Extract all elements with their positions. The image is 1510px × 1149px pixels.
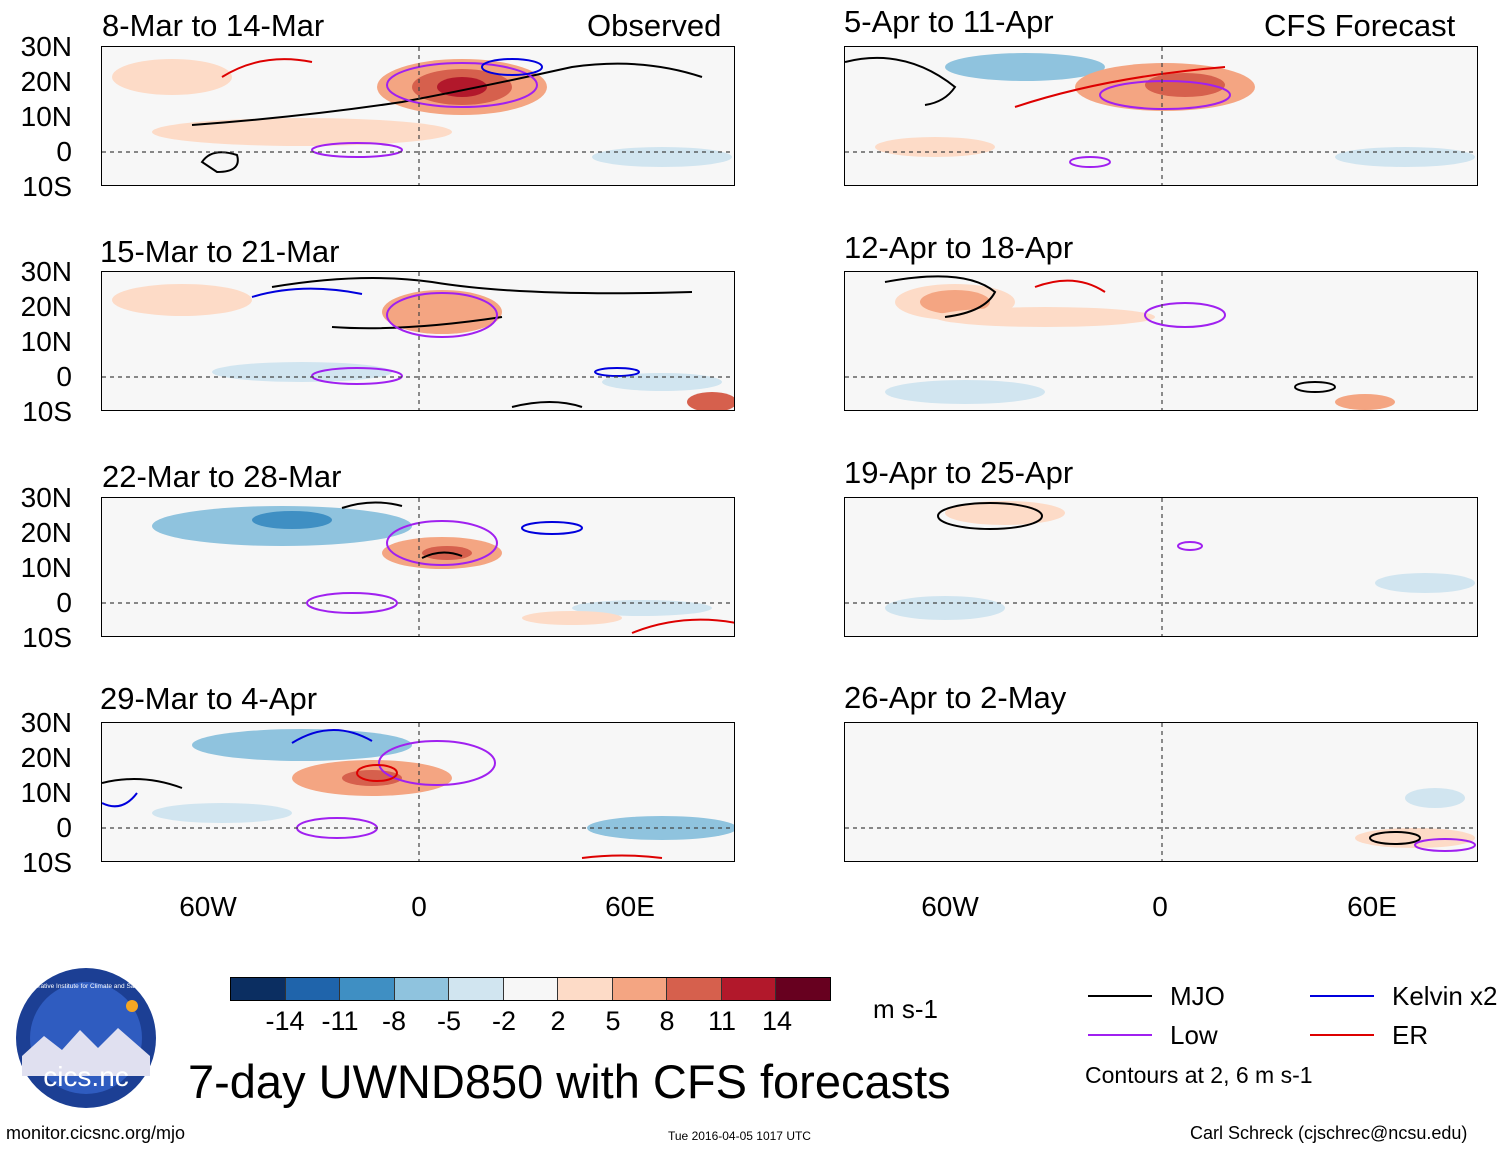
map-panel-fcst-1	[844, 46, 1478, 186]
lon-label: 60E	[1347, 891, 1397, 922]
observed-label: Observed	[587, 8, 722, 43]
lat-label: 30N	[20, 482, 72, 513]
colorbar-cell	[776, 978, 831, 1000]
lat-label: 0	[56, 136, 72, 167]
panel-title: 29-Mar to 4-Apr	[100, 681, 318, 716]
colorbar-cell	[721, 978, 777, 1000]
lat-label: 30N	[20, 31, 72, 62]
legend-line-er	[1310, 1034, 1374, 1036]
panel-title: 5-Apr to 11-Apr	[844, 4, 1054, 39]
footer-author: Carl Schreck (cjschrec@ncsu.edu)	[1190, 1123, 1468, 1143]
lon-label: 60W	[921, 891, 979, 922]
legend-line-low	[1088, 1034, 1152, 1036]
lat-label: 30N	[20, 256, 72, 287]
footer-timestamp: Tue 2016-04-05 1017 UTC	[668, 1129, 811, 1143]
panel-title: 22-Mar to 28-Mar	[102, 459, 342, 494]
legend-label-er: ER	[1392, 1020, 1429, 1050]
lat-label: 10N	[20, 777, 72, 808]
colorbar-cell	[231, 978, 286, 1000]
colorbar-cell	[340, 978, 395, 1000]
lon-label: 60E	[605, 891, 655, 922]
lat-label: 20N	[20, 66, 72, 97]
lat-label: 10S	[22, 622, 72, 653]
colorbar-tick: 14	[761, 1006, 793, 1036]
logo-ring-text: Cooperative Institute for Climate and Sa…	[19, 983, 153, 990]
colorbar-cell	[667, 978, 722, 1000]
legend-line-mjo	[1088, 995, 1152, 997]
lat-label: 10N	[20, 552, 72, 583]
colorbar-tick: 5	[605, 1006, 621, 1036]
colorbar-tick: -8	[381, 1006, 406, 1036]
lat-label: 10N	[20, 326, 72, 357]
map-panel-obs-4	[101, 722, 735, 862]
panel-title: 15-Mar to 21-Mar	[100, 234, 340, 269]
legend-line-kelvin	[1310, 995, 1374, 997]
colorbar-tick: -5	[436, 1006, 461, 1036]
map-panel-obs-2	[101, 271, 735, 411]
map-panel-obs-3	[101, 497, 735, 637]
lon-label: 0	[1152, 891, 1168, 922]
lon-label: 0	[411, 891, 427, 922]
map-panel-fcst-2	[844, 271, 1478, 411]
lat-label: 20N	[20, 291, 72, 322]
colorbar-tick: 11	[707, 1006, 737, 1036]
colorbar-cell	[503, 978, 559, 1000]
contours-note: Contours at 2, 6 m s-1	[1085, 1062, 1313, 1088]
legend-label-mjo: MJO	[1170, 981, 1225, 1011]
colorbar	[230, 977, 831, 1001]
lat-label: 20N	[20, 742, 72, 773]
colorbar-cell	[558, 978, 613, 1000]
panel-title: 12-Apr to 18-Apr	[844, 230, 1074, 265]
main-title: 7-day UWND850 with CFS forecasts	[188, 1055, 951, 1108]
map-panel-obs-1	[101, 46, 735, 186]
lon-label: 60W	[179, 891, 237, 922]
colorbar-units: m s-1	[873, 994, 938, 1024]
colorbar-tick: -11	[321, 1006, 359, 1036]
lat-label: 10N	[20, 101, 72, 132]
map-panel-fcst-3	[844, 497, 1478, 637]
lat-label: 10S	[22, 396, 72, 427]
lat-label: 10S	[22, 847, 72, 878]
lat-label: 10S	[22, 171, 72, 202]
legend-label-low: Low	[1170, 1020, 1218, 1050]
lat-label: 0	[56, 587, 72, 618]
legend-label-kelvin: Kelvin x2	[1392, 981, 1498, 1011]
forecast-label: CFS Forecast	[1264, 8, 1456, 43]
lat-label: 30N	[20, 707, 72, 738]
colorbar-tick: -2	[491, 1006, 516, 1036]
colorbar-cell	[285, 978, 341, 1000]
lat-label: 0	[56, 812, 72, 843]
colorbar-cell	[612, 978, 668, 1000]
footer-website: monitor.cicsnc.org/mjo	[6, 1123, 186, 1143]
colorbar-cell	[449, 978, 504, 1000]
colorbar-tick: -14	[265, 1006, 305, 1036]
panel-title: 8-Mar to 14-Mar	[102, 8, 325, 43]
colorbar-cell	[394, 978, 450, 1000]
lat-label: 0	[56, 361, 72, 392]
lat-label: 20N	[20, 517, 72, 548]
logo-text: cics.nc	[43, 1061, 129, 1092]
panel-title: 19-Apr to 25-Apr	[844, 455, 1074, 490]
colorbar-tick: 2	[550, 1006, 566, 1036]
panel-title: 26-Apr to 2-May	[844, 680, 1067, 715]
map-panel-fcst-4	[844, 722, 1478, 862]
cics-logo: cics.nc Cooperative Institute for Climat…	[16, 968, 156, 1108]
colorbar-tick: 8	[659, 1006, 675, 1036]
